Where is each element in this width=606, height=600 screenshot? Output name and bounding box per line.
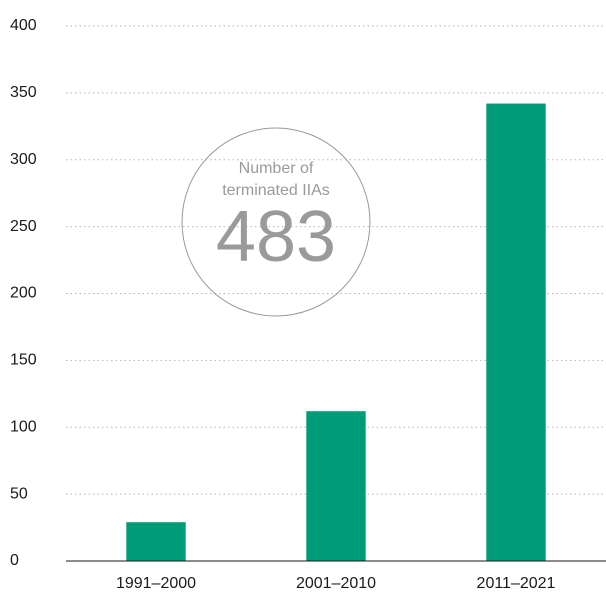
annotation-text: terminated IIAs <box>222 182 330 199</box>
y-tick-label: 150 <box>10 352 37 369</box>
y-tick-label: 350 <box>10 84 37 101</box>
annotation-circle <box>181 127 371 317</box>
y-tick-label: 0 <box>10 552 19 569</box>
bar <box>126 522 186 561</box>
y-tick-label: 400 <box>10 17 37 34</box>
x-tick-label: 2011–2021 <box>477 575 556 592</box>
x-tick-label: 2001–2010 <box>296 575 376 592</box>
y-tick-label: 250 <box>10 218 37 235</box>
x-tick-label: 1991–2000 <box>116 575 196 592</box>
y-tick-label: 200 <box>10 285 37 302</box>
annotation-text: Number of <box>239 160 314 177</box>
annotation-number: 483 <box>216 197 336 277</box>
y-tick-label: 300 <box>10 151 37 168</box>
y-tick-label: 100 <box>10 418 37 435</box>
bar <box>306 411 366 561</box>
bar <box>486 103 546 561</box>
y-tick-label: 50 <box>10 485 28 502</box>
